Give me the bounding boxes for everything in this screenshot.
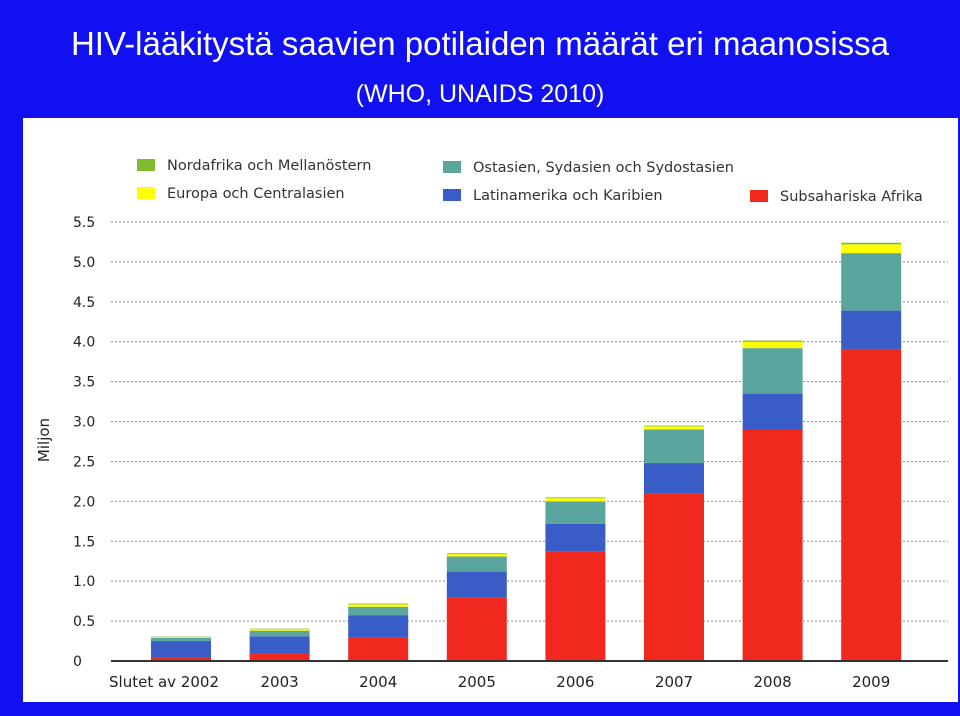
bar-segment <box>841 348 902 661</box>
bar-segment <box>249 629 310 631</box>
legend-label: Ostasien, Sydasien och Sydostasien <box>473 160 734 176</box>
bar-segment <box>742 348 803 394</box>
y-tick-label: 5.5 <box>73 215 95 231</box>
bar-segment <box>742 393 803 430</box>
y-tick-label: 2.5 <box>73 454 95 470</box>
x-tick-label: 2006 <box>556 673 594 691</box>
legend-swatch <box>750 190 768 202</box>
bar-segment <box>545 497 606 499</box>
bars <box>151 242 902 661</box>
y-tick-label: 4.5 <box>73 295 95 311</box>
bar-segment <box>545 523 606 552</box>
bar-segment <box>841 253 902 311</box>
legend-swatch <box>443 161 461 173</box>
bar-segment <box>644 493 704 661</box>
bar-segment <box>644 425 704 427</box>
slide-title: HIV-lääkitystä saavien potilaiden määrät… <box>70 25 890 62</box>
bar-segment <box>151 641 211 658</box>
bar-segment <box>249 636 310 654</box>
bar-segment <box>249 630 310 637</box>
bar-segment <box>151 657 211 661</box>
bar-segment <box>348 604 409 607</box>
bar-segment <box>841 244 902 254</box>
axes: 0 0.5 1.0 1.5 2.0 2.5 3.0 3.5 4.0 4.5 5.0 5.5 Slutet… <box>73 215 948 691</box>
bar-segment <box>742 340 803 342</box>
bar-segment <box>348 637 409 661</box>
y-tick-label: 4.0 <box>73 335 95 351</box>
bar-segment <box>841 242 902 245</box>
y-tick-label: 3.5 <box>73 375 95 391</box>
bar-segment <box>348 606 409 616</box>
x-tick-label: 2007 <box>655 673 693 691</box>
legend-label: Europa och Centralasien <box>167 186 345 202</box>
bar-segment <box>644 426 704 430</box>
bar-segment <box>742 341 803 349</box>
legend-label: Nordafrika och Mellanöstern <box>167 158 371 174</box>
bar-segment <box>545 498 606 502</box>
x-tick-label: 2004 <box>359 673 397 691</box>
legend: Nordafrika och Mellanöstern Ostasien, Syd… <box>137 158 923 205</box>
x-tick-label: 2008 <box>754 673 792 691</box>
y-tick-label: 3.0 <box>73 415 95 431</box>
bar-segment <box>348 615 409 638</box>
y-axis-label: Miljon <box>35 418 53 462</box>
bar-segment <box>151 636 211 638</box>
bar-segment <box>644 463 704 494</box>
x-tick-label: 2009 <box>852 673 890 691</box>
bar-segment <box>742 429 803 661</box>
bar-segment <box>545 501 606 524</box>
bar-segment <box>151 637 211 638</box>
y-tick-label: 2.0 <box>73 494 95 510</box>
bar-segment <box>446 571 507 598</box>
bar-segment <box>841 310 902 349</box>
bar-segment <box>446 554 507 557</box>
bar-segment <box>249 628 310 630</box>
slide-subtitle: (WHO, UNAIDS 2010) <box>355 80 605 108</box>
bar-segment <box>446 597 507 661</box>
bar-segment <box>348 603 409 605</box>
stacked-bar-chart: 0 0.5 1.0 1.5 2.0 2.5 3.0 3.5 4.0 4.5 5.0 5.5 Slutet… <box>35 158 948 691</box>
bar-segment <box>644 429 704 464</box>
y-tick-label: 0 <box>73 654 82 670</box>
x-tick-label: Slutet av 2002 <box>109 673 219 691</box>
x-tick-label: 2005 <box>458 673 496 691</box>
bar-segment <box>249 653 310 661</box>
grid-lines <box>111 221 948 622</box>
y-tick-label: 5.0 <box>73 255 95 271</box>
y-tick-label: 1.0 <box>73 574 95 590</box>
y-tick-label: 1.5 <box>73 534 95 550</box>
legend-swatch <box>137 159 155 171</box>
bar-segment <box>446 553 507 555</box>
x-tick-label: 2003 <box>261 673 299 691</box>
chart-panel: 0 0.5 1.0 1.5 2.0 2.5 3.0 3.5 4.0 4.5 5.0 5.5 Slutet… <box>23 118 958 702</box>
y-tick-label: 0.5 <box>73 614 95 630</box>
bar-segment <box>545 551 606 661</box>
legend-label: Latinamerika och Karibien <box>473 188 663 204</box>
bar-segment <box>446 556 507 572</box>
legend-swatch <box>443 189 461 201</box>
legend-label: Subsahariska Afrika <box>780 189 923 205</box>
bar-segment <box>151 637 211 642</box>
legend-swatch <box>137 187 155 199</box>
